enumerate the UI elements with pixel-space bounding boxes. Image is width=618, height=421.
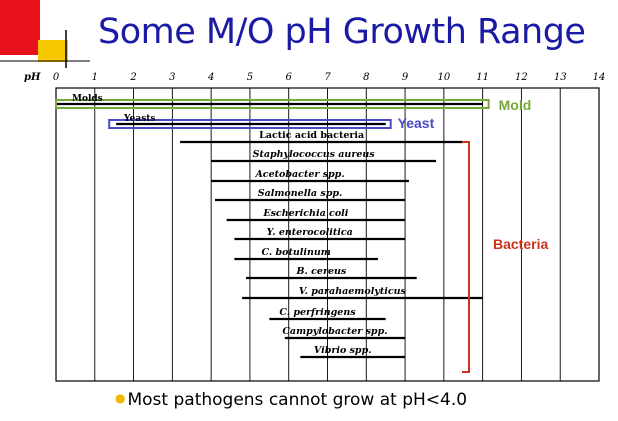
x-tick-label: 13 [554,72,567,83]
slide-title: Some M/O pH Growth Range [98,12,586,52]
range-label: Lactic acid bacteria [259,130,364,141]
bullet-note: ● Most pathogens cannot grow at pH<4.0 [115,390,467,410]
x-tick-label: 3 [169,72,175,83]
x-tick-label: 10 [437,72,450,83]
range-label: Staphylococcus aureus [253,149,376,160]
x-tick-label: 6 [286,72,293,83]
yeast-annotation: Yeast [398,115,435,131]
bacteria-bracket [462,141,470,373]
x-tick-label: 0 [53,72,60,83]
logo-yellow-block [38,40,68,62]
mold-annotation: Mold [499,97,532,113]
range-label: Acetobacter spp. [254,169,344,180]
range-label: Campylobacter spp. [282,326,387,337]
note-text: Most pathogens cannot grow at pH<4.0 [127,390,468,410]
range-label: Vibrio spp. [314,345,372,356]
x-tick-label: 14 [593,72,606,83]
logo-red-block [0,0,40,55]
range-label: C. botulinum [261,247,330,258]
x-tick-label: 12 [515,72,528,83]
yeast-range-outline [108,119,392,129]
range-label: Salmonella spp. [258,188,343,199]
logo-graphic [0,0,90,68]
range-label: C. perfringens [279,307,356,318]
x-tick-label: 7 [324,72,331,83]
bacteria-annotation: Bacteria [493,236,548,252]
range-label: Escherichia coli [262,208,348,219]
range-label: Y. enterocolitica [267,227,353,238]
x-tick-label: 2 [129,72,136,83]
x-tick-label: 4 [207,72,214,83]
x-axis-label: pH [24,72,41,83]
x-tick-label: 5 [247,72,253,83]
range-label: B. cereus [295,266,346,277]
bullet-icon: ● [115,391,126,405]
x-tick-label: 11 [476,72,489,83]
x-tick-label: 9 [402,72,409,83]
range-label: Molds [72,94,103,104]
x-tick-label: 1 [92,72,98,83]
mold-range-outline [55,99,490,109]
range-label: Yeasts [123,114,156,124]
x-tick-label: 8 [363,72,369,83]
range-label: V. parahaemolyticus [299,286,407,297]
